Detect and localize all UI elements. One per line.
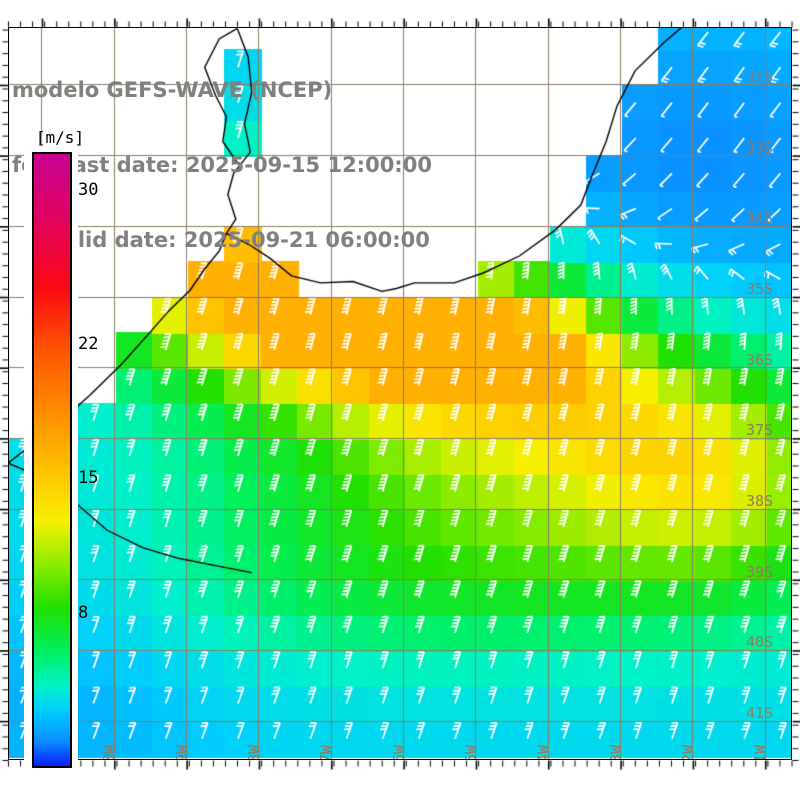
colorbar-units-label: [m/s] <box>35 128 85 147</box>
colorbar-tick-15: 15 <box>78 468 99 489</box>
title-valid-date: valid date: 2025-09-21 06:00:00 <box>50 228 430 252</box>
colorbar-tick-30: 30 <box>78 179 99 200</box>
figure-title: modelo GEFS-WAVE (NCEP) forecast date: 2… <box>8 28 548 303</box>
title-model: modelo GEFS-WAVE (NCEP) <box>12 78 333 102</box>
title-forecast-date: forecast date: 2025-09-15 12:00:00 <box>12 153 432 177</box>
colorbar-tick-8: 8 <box>78 603 89 623</box>
colorbar-gradient[interactable] <box>32 152 72 768</box>
colorbar-tick-22: 22 <box>78 333 99 354</box>
